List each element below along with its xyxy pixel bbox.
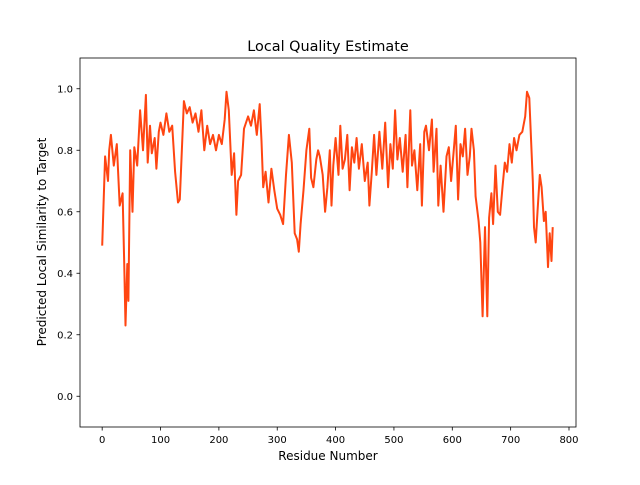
y-tick-label: 0.8 (57, 146, 73, 157)
plot-area (101, 90, 554, 327)
axes-frame (79, 57, 577, 428)
x-axis: 0 100 200 300 400 500 600 700 800 (99, 427, 579, 446)
x-tick-label: 200 (209, 435, 228, 446)
chart-title: Local Quality Estimate (247, 39, 409, 55)
y-tick-label: 0.2 (57, 330, 73, 341)
x-axis-label: Residue Number (278, 449, 377, 463)
x-tick-label: 0 (99, 435, 105, 446)
x-tick-label: 500 (384, 435, 403, 446)
x-tick-label: 100 (151, 435, 170, 446)
x-tick-label: 700 (501, 435, 520, 446)
x-tick-label: 400 (326, 435, 345, 446)
y-tick-label: 0.6 (57, 207, 73, 218)
y-tick-label: 0.4 (57, 269, 73, 280)
x-tick-label: 600 (443, 435, 462, 446)
y-tick-label: 0.0 (57, 392, 73, 403)
series-line (101, 90, 554, 327)
y-tick-label: 1.0 (57, 84, 73, 95)
x-tick-label: 300 (268, 435, 287, 446)
x-tick-label: 800 (559, 435, 578, 446)
y-axis-label: Predicted Local Similarity to Target (35, 137, 49, 346)
y-axis: 0.0 0.2 0.4 0.6 0.8 1.0 (57, 84, 80, 403)
